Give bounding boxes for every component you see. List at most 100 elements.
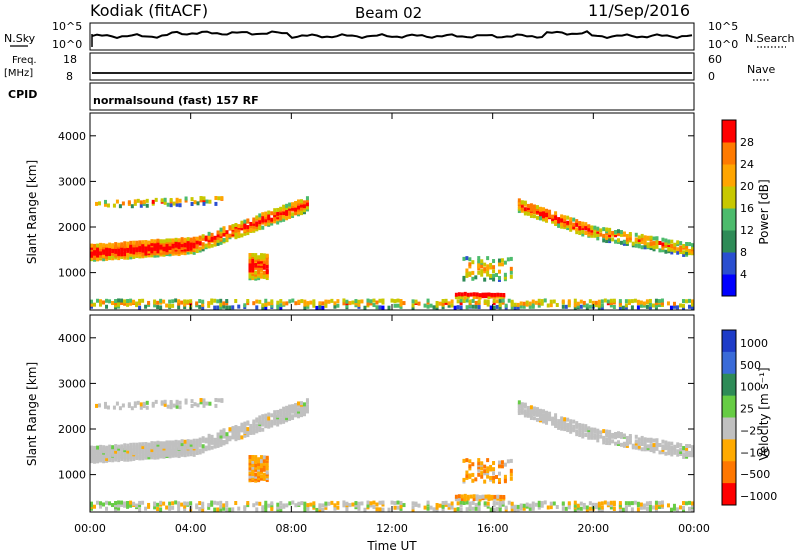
power-cell-1234: [516, 302, 520, 307]
velocity-cell-246: [180, 442, 184, 447]
velocity-cell-1009: [156, 507, 160, 512]
power-cell-83: [120, 250, 124, 255]
power-cell-719: [569, 219, 573, 224]
power-cell-694: [557, 223, 561, 228]
power-cell-228: [174, 243, 178, 248]
velocity-cell-333: [222, 433, 226, 438]
power-cell-1057: [225, 299, 229, 304]
power-cell-1308: [624, 299, 628, 304]
velocity-cell-477: [297, 407, 301, 412]
power-cell-1247: [537, 303, 541, 308]
velocity-cell-739: [581, 426, 585, 431]
power-cell-1088: [282, 301, 286, 306]
power-cell-990: [126, 302, 130, 307]
power-cell-608: [178, 198, 182, 203]
velocity-cell-436: [276, 409, 280, 414]
power-cell-603: [172, 201, 176, 206]
power-cell-641: [523, 202, 527, 207]
velocity-cell-255: [183, 439, 187, 444]
velocity-cell-1254: [549, 505, 553, 510]
power-cell-1193: [462, 298, 466, 303]
power-cell-825: [643, 241, 647, 246]
velocity-cell-1053: [222, 506, 226, 511]
power-cell-1312: [630, 299, 634, 304]
power-cell-932: [483, 262, 487, 267]
power-cell-223: [171, 238, 175, 243]
power-cell-1307: [624, 303, 628, 308]
velocity-cell-1075: [264, 500, 268, 505]
power-cell-132: [138, 246, 142, 251]
power-cell-1047: [213, 298, 217, 303]
velocity-cell-1358: [460, 497, 464, 502]
power-cell-100: [126, 247, 130, 252]
power-cell-577: [115, 199, 119, 204]
velocity-cell-1203: [474, 502, 478, 507]
power-cell-1300: [612, 298, 616, 303]
power-cell-1067: [255, 305, 259, 310]
power-cell-880: [679, 247, 683, 252]
power-cell-9: [93, 255, 97, 260]
power-cell-657: [532, 206, 536, 211]
velocity-cell-1253: [546, 505, 550, 510]
velocity-cell-566: [265, 466, 269, 471]
power-cell-964: [509, 256, 513, 261]
power-cell-996: [132, 299, 136, 304]
velocity-cell-626: [220, 398, 224, 403]
power-cell-311: [210, 235, 214, 240]
power-cell-954: [500, 262, 504, 267]
velocity-cell-1045: [210, 500, 214, 505]
velocity-cell-1078: [270, 505, 274, 510]
power-cell-771: [605, 239, 609, 244]
velocity-cell-1038: [198, 501, 202, 506]
velocity-cell-1026: [183, 506, 187, 511]
velocity-cell-1278: [588, 506, 592, 511]
velocity-cell-698: [560, 426, 564, 431]
power-cell-1344: [681, 305, 685, 310]
power-cell-944: [492, 269, 496, 274]
velocity-cell-1252: [543, 500, 547, 505]
power-cell-915: [471, 260, 475, 265]
velocity-cell-765: [599, 434, 603, 439]
power-cell-762: [596, 229, 600, 234]
velocity-cell-769: [602, 435, 606, 440]
power-cell-454: [285, 206, 289, 211]
velocity-cell-622: [214, 403, 218, 408]
power-cell-1334: [657, 299, 661, 304]
power-cell-1157: [399, 304, 403, 309]
power-cell-818: [637, 235, 641, 240]
velocity-cell-234: [177, 449, 181, 454]
velocity-colorbar-step-1: [722, 351, 736, 375]
power-cell-724: [572, 217, 576, 222]
power-cell-765: [599, 232, 603, 237]
power-cell-1355: [454, 292, 458, 297]
velocity-cell-989: [123, 501, 127, 506]
x-axis: 00:00 04:00 08:00 12:00 16:00 20:00 00:00: [74, 113, 710, 535]
velocity-cell-237: [177, 444, 181, 449]
power-cell-1162: [411, 303, 415, 308]
power-cell-640: [523, 207, 527, 212]
power-cell-356: [234, 222, 238, 227]
velocity-cell-920: [477, 465, 481, 470]
power-cell-676: [545, 217, 549, 222]
power-cell-271: [189, 237, 193, 242]
power-cell-568: [265, 256, 269, 261]
power-cell-1303: [618, 301, 622, 306]
velocity-cell-964: [509, 458, 513, 463]
velocity-cell-1212: [489, 507, 493, 512]
power-cell-137: [141, 252, 145, 257]
velocity-cell-807: [628, 434, 632, 439]
velocity-cell-869: [670, 446, 674, 451]
power-cell-1374: [484, 292, 488, 297]
velocity-cell-1047: [213, 500, 217, 505]
power-cell-501: [248, 268, 252, 273]
power-cell-1202: [474, 304, 478, 309]
velocity-cell-384: [249, 423, 253, 428]
power-cell-1356: [457, 295, 461, 300]
power-cell-971: [99, 302, 103, 307]
power-ytick-label-2: 3000: [58, 175, 86, 188]
velocity-cell-1059: [231, 507, 235, 512]
velocity-cell-1206: [477, 501, 481, 506]
power-cell-722: [572, 225, 576, 230]
velocity-cell-173: [153, 446, 157, 451]
